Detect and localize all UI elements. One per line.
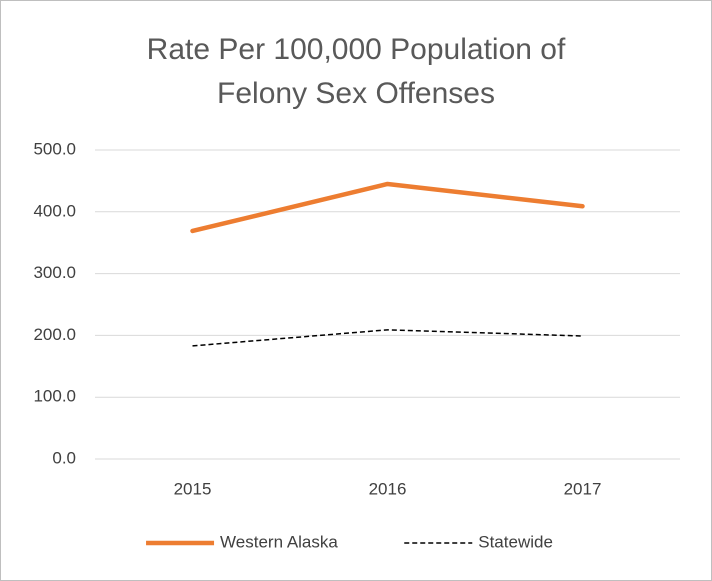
x-tick-label: 2016 xyxy=(369,479,407,498)
legend-label: Western Alaska xyxy=(220,532,338,551)
y-tick-label: 300.0 xyxy=(33,263,76,282)
y-tick-label: 500.0 xyxy=(33,139,76,158)
y-tick-label: 100.0 xyxy=(33,387,76,406)
legend-label: Statewide xyxy=(478,532,553,551)
x-tick-label: 2017 xyxy=(564,479,602,498)
series-line xyxy=(190,181,585,234)
y-tick-label: 0.0 xyxy=(52,448,76,467)
series-line xyxy=(192,329,583,347)
x-tick-label: 2015 xyxy=(174,479,212,498)
y-tick-label: 200.0 xyxy=(33,325,76,344)
y-tick-label: 400.0 xyxy=(33,201,76,220)
chart-title: Rate Per 100,000 Population of Felony Se… xyxy=(146,33,566,110)
